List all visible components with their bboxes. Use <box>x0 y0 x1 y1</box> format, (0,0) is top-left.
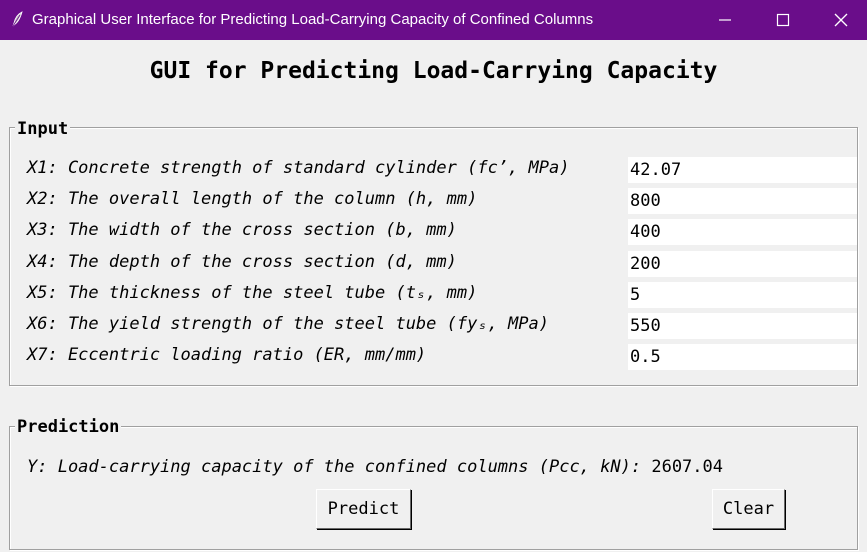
maximize-button[interactable] <box>754 0 812 40</box>
predict-button[interactable]: Predict <box>316 489 411 529</box>
x4-input[interactable] <box>628 251 857 277</box>
x4-label: X4: The depth of the cross section (d, m… <box>27 252 457 272</box>
feather-icon <box>12 11 23 27</box>
minimize-icon <box>719 19 731 21</box>
prediction-result-label: Y: Load-carrying capacity of the confine… <box>27 457 642 477</box>
x5-input[interactable] <box>628 282 857 308</box>
title-bar: Graphical User Interface for Predicting … <box>0 0 867 40</box>
page-title: GUI for Predicting Load-Carrying Capacit… <box>149 58 718 84</box>
prediction-frame <box>9 426 858 550</box>
maximize-icon <box>776 13 790 27</box>
prediction-result-value: 2607.04 <box>651 457 723 477</box>
x3-label: X3: The width of the cross section (b, m… <box>27 220 457 240</box>
close-icon <box>834 13 848 27</box>
minimize-button[interactable] <box>696 0 754 40</box>
input-frame <box>9 127 858 386</box>
x1-input[interactable] <box>628 157 857 183</box>
prediction-result: Y: Load-carrying capacity of the confine… <box>27 457 723 477</box>
x1-label: X1: Concrete strength of standard cylind… <box>27 158 570 178</box>
clear-button[interactable]: Clear <box>712 489 785 529</box>
x5-label: X5: The thickness of the steel tube (tₛ,… <box>27 283 478 303</box>
x2-input[interactable] <box>628 188 857 214</box>
window-title: Graphical User Interface for Predicting … <box>32 11 594 28</box>
prediction-frame-legend: Prediction <box>15 417 122 437</box>
x7-input[interactable] <box>628 344 857 370</box>
x6-input[interactable] <box>628 313 857 339</box>
x2-label: X2: The overall length of the column (h,… <box>27 189 478 209</box>
x7-label: X7: Eccentric loading ratio (ER, mm/mm) <box>27 345 427 365</box>
input-frame-legend: Input <box>15 119 71 139</box>
close-button[interactable] <box>812 0 867 40</box>
x6-label: X6: The yield strength of the steel tube… <box>27 314 549 334</box>
x3-input[interactable] <box>628 219 857 245</box>
